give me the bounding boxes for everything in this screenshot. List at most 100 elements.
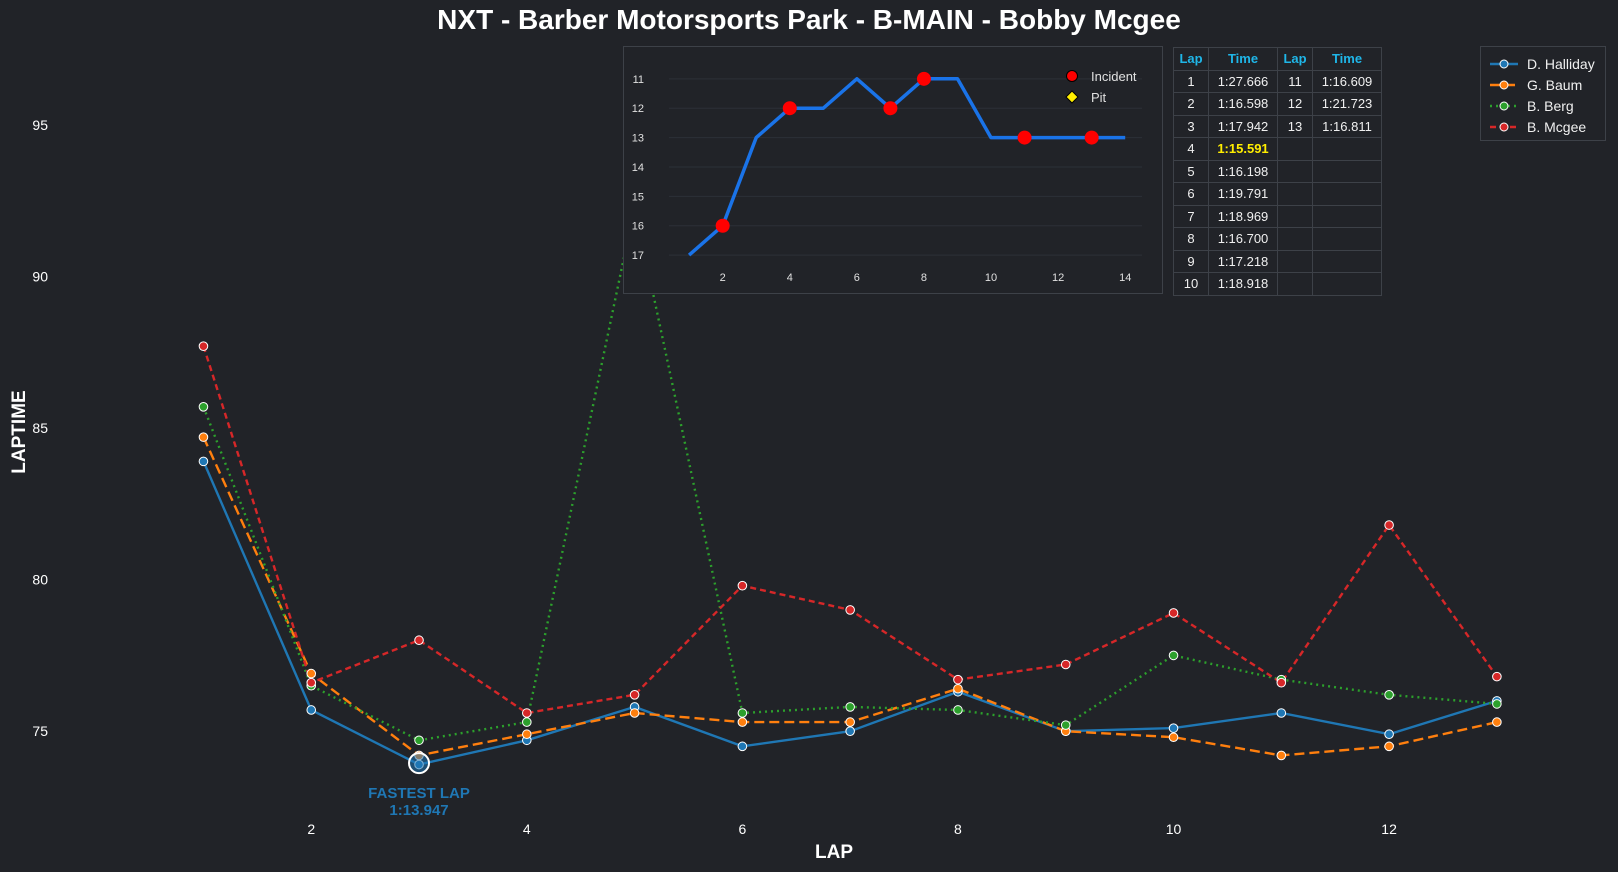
data-point (1168, 650, 1179, 661)
x-tick-label: 2 (307, 821, 315, 837)
position-chart-plot: 11 12 13 14 15 16 17 2 4 6 8 10 12 14 Incident Pit (632, 69, 1142, 284)
time-cell: 1:16.811 (1312, 114, 1382, 138)
data-point (198, 402, 209, 412)
incident-marker (715, 218, 730, 233)
legend-item: B. Mcgee (1489, 116, 1597, 137)
x-tick-label: 4 (787, 272, 793, 284)
data-point (845, 717, 855, 727)
time-cell: 1:15.591 (1208, 137, 1278, 161)
data-point (1492, 717, 1502, 727)
data-point (414, 735, 424, 746)
legend-line-icon (1490, 59, 1518, 68)
lap-cell: 5 (1173, 159, 1209, 183)
data-point (1384, 741, 1394, 752)
data-point (198, 341, 209, 351)
time-cell (1312, 272, 1382, 296)
y-tick-label: 90 (32, 268, 48, 284)
table-row: 2 1:16.598 12 1:21.723 (1173, 92, 1382, 116)
lap-cell: 11 (1277, 69, 1313, 93)
data-point (522, 708, 532, 718)
data-point (1276, 750, 1287, 761)
data-point (737, 717, 748, 727)
inset-legend-label: Incident (1091, 69, 1137, 84)
position-inset-chart: 11 12 13 14 15 16 17 2 4 6 8 10 12 14 Incident Pit (623, 46, 1163, 294)
inset-legend-label: Pit (1091, 90, 1107, 105)
incident-marker (916, 71, 931, 86)
lap-cell: 4 (1173, 137, 1209, 161)
y-tick-label: 85 (32, 420, 48, 436)
data-point (1384, 729, 1394, 740)
time-cell: 1:17.942 (1208, 114, 1278, 138)
x-tick-label: 6 (738, 821, 746, 837)
x-tick-label: 8 (954, 821, 962, 837)
table-row: 8 1:16.700 (1173, 227, 1382, 251)
data-point (1492, 699, 1502, 709)
lap-cell: 13 (1277, 114, 1313, 138)
table-row: 9 1:17.218 (1173, 249, 1382, 273)
col-header-lap: Lap (1277, 47, 1313, 71)
data-point (845, 605, 855, 615)
series-line (202, 345, 1498, 715)
col-header-time: Time (1208, 47, 1278, 71)
time-cell (1312, 227, 1382, 251)
lap-cell (1277, 182, 1313, 206)
time-cell: 1:16.598 (1208, 92, 1278, 116)
legend-line-icon (1490, 101, 1518, 110)
lap-cell: 9 (1173, 249, 1209, 273)
x-tick-label: 12 (1052, 272, 1064, 284)
time-cell: 1:27.666 (1208, 69, 1278, 93)
incident-marker (1017, 130, 1032, 145)
x-tick-label: 14 (1119, 272, 1131, 284)
data-point (953, 705, 963, 715)
incident-marker (782, 101, 797, 116)
data-point (953, 683, 963, 694)
col-header-time: Time (1312, 47, 1382, 71)
data-point (737, 708, 748, 718)
data-point (1168, 608, 1179, 618)
x-tick-label: 6 (854, 272, 860, 284)
data-point (306, 668, 317, 679)
data-point (1384, 690, 1394, 700)
lap-cell: 2 (1173, 92, 1209, 116)
table-row: 5 1:16.198 (1173, 159, 1382, 183)
lap-cell: 10 (1173, 272, 1209, 296)
y-tick-label: 13 (632, 133, 644, 145)
y-tick-label: 80 (32, 572, 48, 588)
data-point (629, 708, 640, 718)
lap-cell: 8 (1173, 227, 1209, 251)
incident-legend-icon (1066, 70, 1078, 82)
legend-item: D. Halliday (1489, 53, 1597, 74)
y-tick-label: 15 (632, 191, 644, 203)
fastest-lap-label: FASTEST LAP (368, 785, 470, 802)
legend-label: G. Baum (1527, 76, 1583, 93)
data-point (953, 674, 963, 685)
y-tick-label: 75 (32, 723, 48, 739)
legend-item: B. Berg (1489, 95, 1597, 116)
lap-cell: 12 (1277, 92, 1313, 116)
fastest-lap-value: 1:13.947 (389, 802, 448, 819)
data-point (522, 717, 532, 727)
chart-title: NXT - Barber Motorsports Park - B-MAIN -… (437, 4, 1181, 35)
data-point (1060, 720, 1071, 730)
time-cell: 1:16.198 (1208, 159, 1278, 183)
time-cell (1312, 204, 1382, 228)
x-tick-label: 8 (921, 272, 927, 284)
time-cell (1312, 137, 1382, 161)
lap-times-table: Lap Time Lap Time 1 1:27.666 11 1:16.609 2 1:… (1173, 47, 1382, 296)
incident-marker (883, 101, 898, 116)
data-point (1384, 520, 1394, 530)
time-cell: 1:17.218 (1208, 249, 1278, 273)
lap-cell: 3 (1173, 114, 1209, 138)
lap-cell: 6 (1173, 182, 1209, 206)
series-legend: D. Halliday G. Baum B. Berg B. Mcgee (1480, 46, 1606, 141)
y-tick-label: 17 (632, 250, 644, 262)
y-tick-label: 12 (632, 103, 644, 115)
data-point (737, 580, 748, 591)
data-point (737, 741, 748, 752)
legend-label: B. Berg (1527, 97, 1574, 114)
time-cell: 1:19.791 (1208, 182, 1278, 206)
y-tick-label: 14 (632, 162, 644, 174)
table-row: 3 1:17.942 13 1:16.811 (1173, 114, 1382, 138)
legend-label: D. Halliday (1527, 55, 1595, 72)
